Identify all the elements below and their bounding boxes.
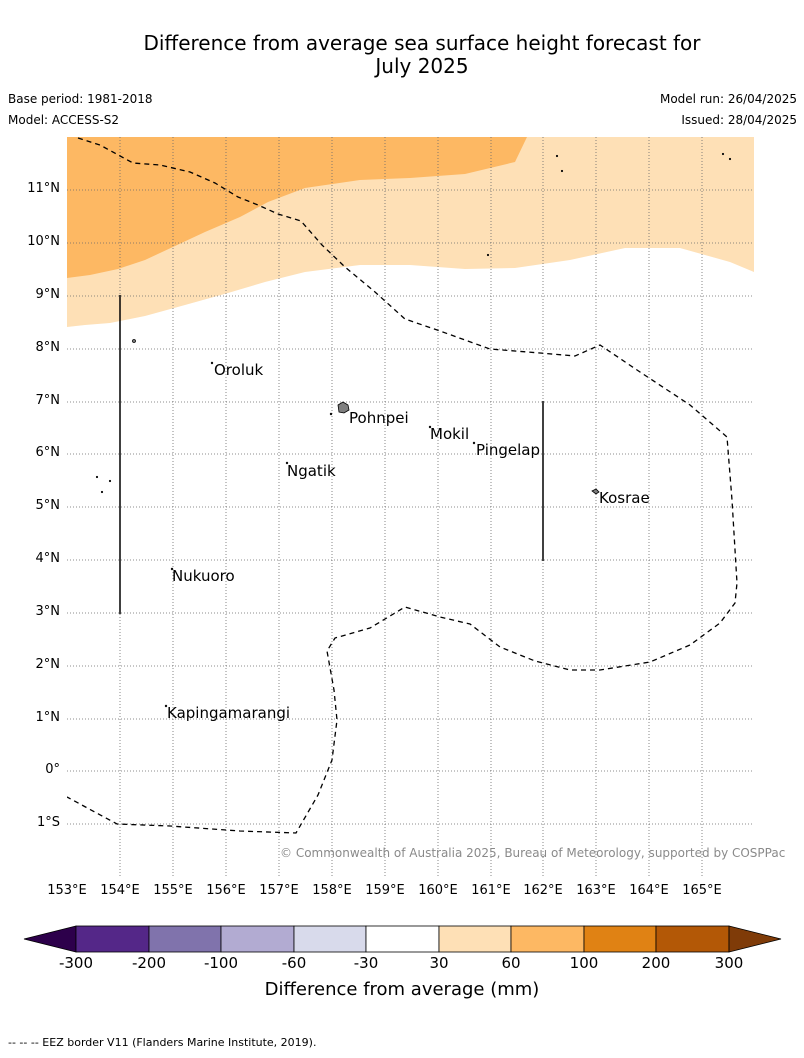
lon-label: 159°E: [365, 883, 405, 898]
lat-label: 10°N: [27, 234, 60, 249]
place-label-kosrae: Kosrae: [599, 489, 650, 507]
graticule: [67, 137, 754, 877]
islet: [100, 490, 104, 494]
kosrae-island: [591, 488, 600, 495]
lon-label: 156°E: [206, 883, 246, 898]
islet: [721, 152, 725, 156]
islet: [210, 361, 214, 365]
islet: [555, 154, 559, 158]
lon-label: 165°E: [682, 883, 722, 898]
lon-label: 153°E: [47, 883, 87, 898]
lat-label: 1°N: [35, 710, 61, 725]
place-label-oroluk: Oroluk: [214, 361, 264, 379]
title-line-1: Difference from average sea surface heig…: [143, 31, 701, 55]
place-label-ngatik: Ngatik: [287, 462, 336, 480]
colorbar-tick: -200: [131, 954, 167, 972]
landmasses: [95, 152, 732, 708]
islet: [728, 157, 732, 161]
colorbar-tick: -100: [203, 954, 239, 972]
lon-label: 162°E: [523, 883, 563, 898]
issued-date: Issued: 28/04/2025: [681, 113, 797, 127]
title-line-2: July 2025: [375, 54, 469, 78]
lon-label: 161°E: [471, 883, 511, 898]
page-title: Difference from average sea surface heig…: [0, 32, 804, 78]
lat-label: 11°N: [27, 181, 60, 196]
lat-label: 6°N: [35, 445, 61, 460]
lat-label: 8°N: [35, 340, 61, 355]
colorbar-bin: [438, 925, 512, 953]
islet: [560, 169, 564, 173]
model-run: Model run: 26/04/2025: [659, 92, 797, 106]
lon-label: 154°E: [100, 883, 140, 898]
place-label-pingelap: Pingelap: [476, 441, 541, 459]
lat-label: 0°: [45, 762, 60, 777]
colorbar-tick: -30: [353, 954, 379, 972]
place-label-mokil: Mokil: [430, 425, 470, 443]
base-period: Base period: 1981-2018: [8, 92, 153, 106]
colorbar: [23, 925, 782, 953]
lat-label: 4°N: [35, 551, 61, 566]
islet: [95, 475, 99, 479]
colorbar-tick: -60: [281, 954, 307, 972]
lon-label: 158°E: [312, 883, 352, 898]
lat-label: 1°S: [36, 815, 60, 830]
colorbar-tick: 300: [714, 954, 744, 972]
lat-label: 3°N: [35, 604, 61, 619]
place-label-pohnpei: Pohnpei: [349, 409, 409, 427]
colorbar-bin: [293, 925, 367, 953]
lat-label: 5°N: [35, 498, 61, 513]
colorbar-tick: -300: [58, 954, 94, 972]
colorbar-bin: [510, 925, 585, 953]
islet: [285, 461, 289, 465]
copyright-notice: © Commonwealth of Australia 2025, Bureau…: [280, 846, 786, 860]
colorbar-tick: 200: [641, 954, 671, 972]
place-label-kapingamarangi: Kapingamarangi: [167, 704, 291, 722]
islet: [428, 425, 432, 429]
colorbar-tick: 30: [429, 954, 449, 972]
colorbar-bin: [583, 925, 657, 953]
legend-footnote: -- -- -- EEZ border V11 (Flanders Marine…: [8, 1036, 317, 1049]
model-name: Model: ACCESS-S2: [8, 113, 120, 127]
colorbar-tick: 60: [501, 954, 521, 972]
lon-label: 160°E: [418, 883, 458, 898]
pohnpei-island: [337, 401, 350, 414]
islet: [132, 339, 136, 343]
lat-label: 2°N: [35, 657, 61, 672]
eez-border: [67, 137, 738, 834]
lon-label: 163°E: [576, 883, 616, 898]
islet: [486, 253, 490, 257]
islet: [108, 479, 112, 483]
colorbar-title: Difference from average (mm): [264, 979, 540, 1000]
lon-label: 155°E: [153, 883, 193, 898]
colorbar-bin: [148, 925, 222, 953]
colorbar-extend-low: [23, 925, 77, 953]
lat-label: 7°N: [35, 393, 61, 408]
lon-label: 164°E: [629, 883, 669, 898]
colorbar-extend-high: [728, 925, 782, 953]
islet: [472, 441, 476, 445]
lon-label: 157°E: [259, 883, 299, 898]
lat-label: 9°N: [35, 287, 61, 302]
place-label-nukuoro: Nukuoro: [172, 567, 235, 585]
islet: [170, 567, 174, 571]
islet: [329, 412, 333, 416]
colorbar-bin: [220, 925, 295, 953]
colorbar-tick: 100: [569, 954, 599, 972]
colorbar-bin: [365, 925, 440, 953]
anomaly-band-60-100: [67, 137, 527, 278]
colorbar-bin: [75, 925, 150, 953]
islet: [164, 704, 168, 708]
colorbar-bin: [655, 925, 730, 953]
